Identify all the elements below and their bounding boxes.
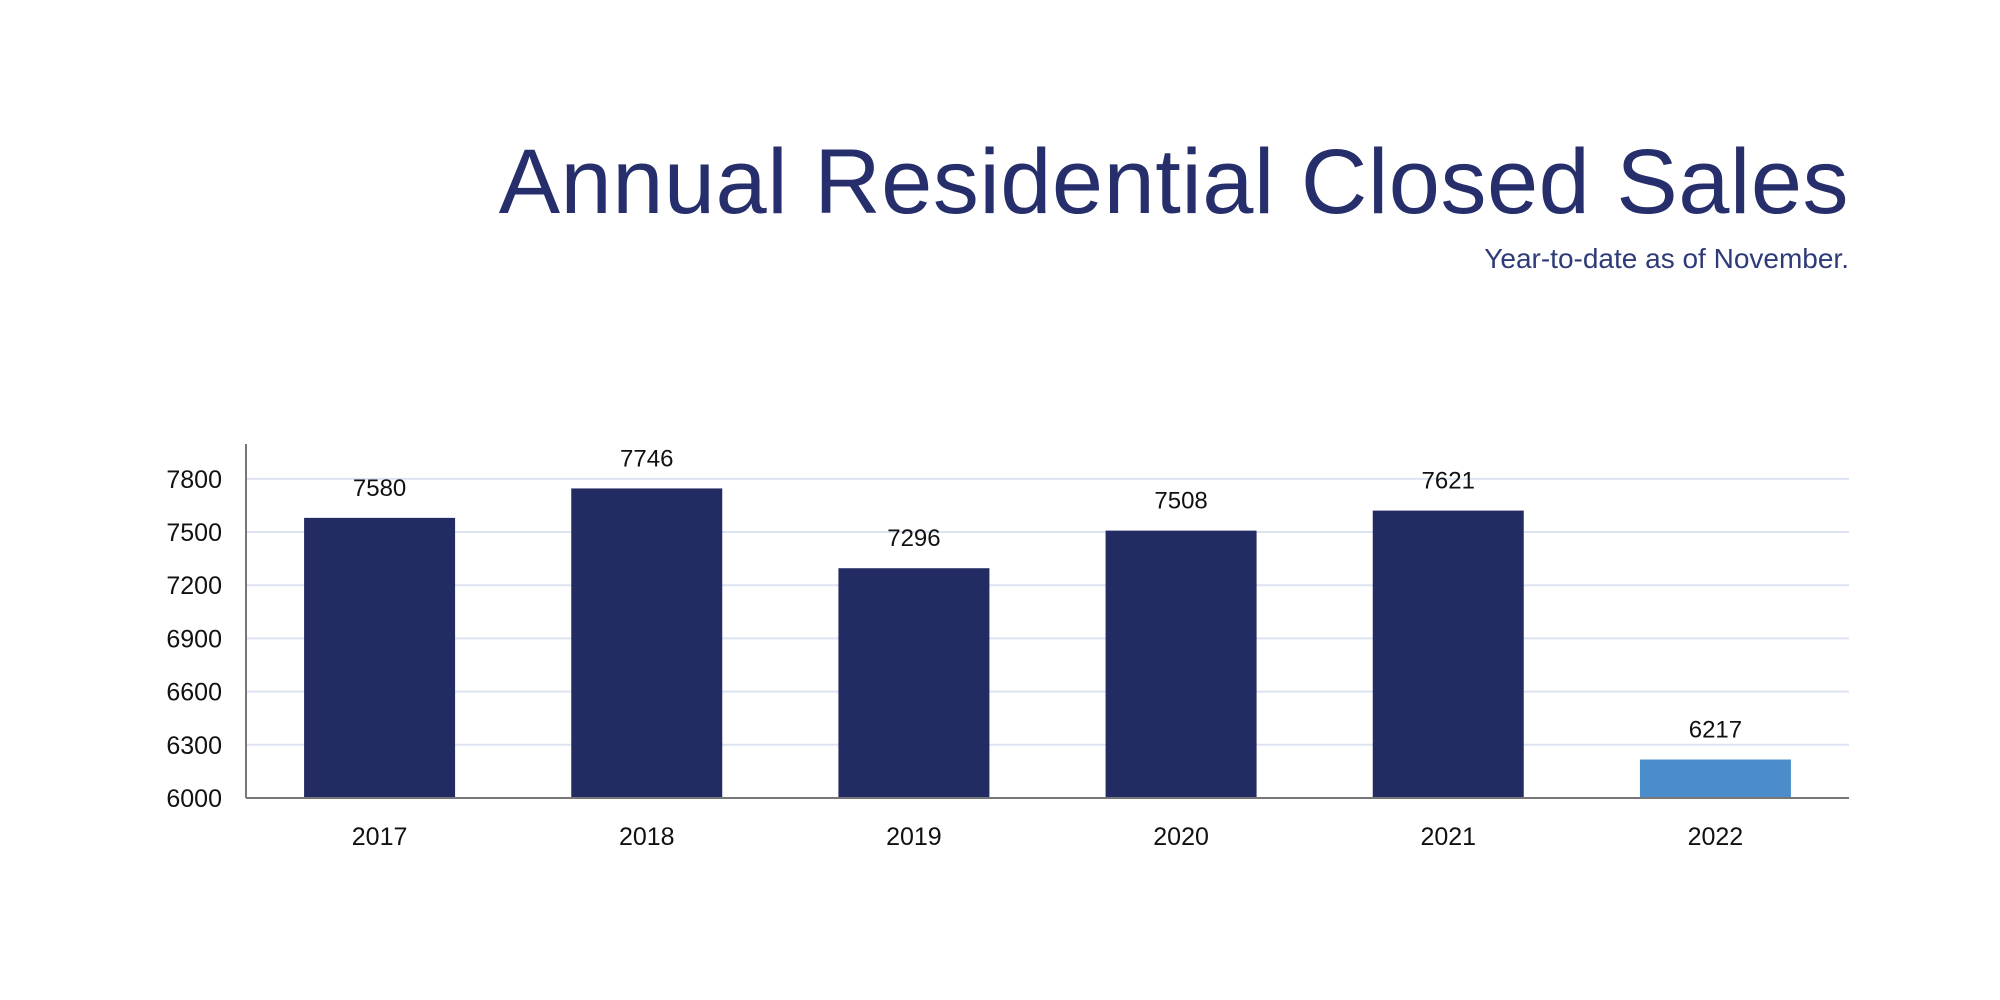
x-tick-label: 2020 [1153,823,1209,851]
x-tick-label: 2021 [1420,823,1476,851]
bar-2018 [571,488,723,798]
x-tick-label: 2017 [352,823,408,851]
y-tick-label: 7500 [166,519,222,547]
y-tick-label: 6300 [166,732,222,760]
y-tick-label: 7200 [166,572,222,600]
y-tick-label: 6900 [166,625,222,653]
bar-2021 [1372,510,1524,798]
data-label: 7508 [1154,488,1207,515]
y-tick-label: 6600 [166,679,222,707]
chart-title: Annual Residential Closed Sales [498,131,1849,233]
x-tick-label: 2018 [619,823,675,851]
chart-subtitle: Year-to-date as of November. [1484,243,1849,274]
data-label: 7746 [620,445,673,472]
bar-2017 [304,517,456,798]
y-tick-label: 6000 [166,785,222,813]
data-label: 7621 [1422,468,1475,495]
data-label: 7296 [887,525,940,552]
bar-2019 [838,568,990,798]
y-tick-label: 7800 [166,466,222,494]
data-label: 7580 [353,475,406,502]
x-tick-label: 2019 [886,823,942,851]
data-label: 6217 [1689,717,1742,744]
x-tick-label: 2022 [1688,823,1744,851]
bar-2020 [1105,530,1257,798]
bar-2022 [1639,759,1791,798]
